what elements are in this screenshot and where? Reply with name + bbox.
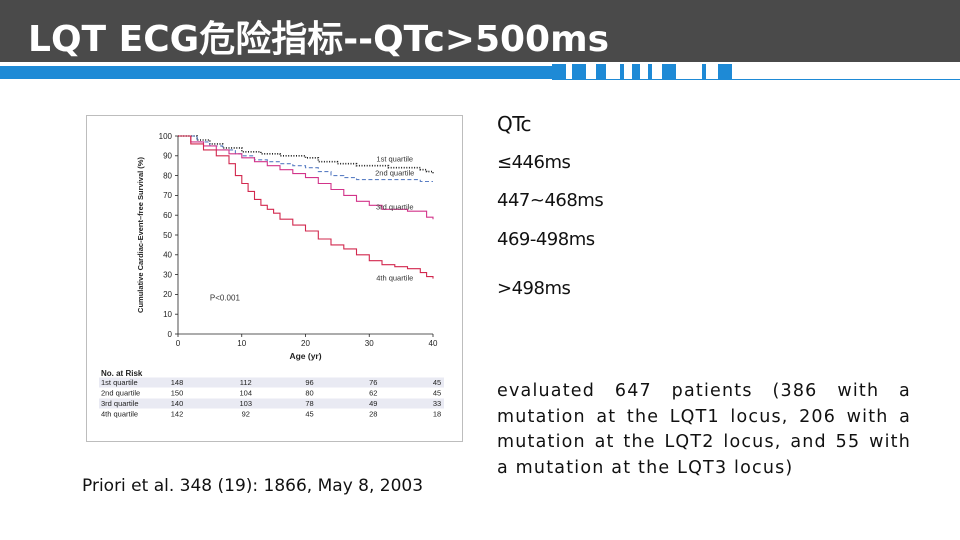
at-risk-row-band [99,377,444,388]
stripe-segment [572,64,586,80]
y-tick-label: 100 [159,132,173,141]
citation: Priori et al. 348 (19): 1866, May 8, 200… [82,476,424,496]
at-risk-value: 80 [305,389,313,398]
at-risk-value: 78 [305,399,313,408]
at-risk-value: 104 [239,389,252,398]
stripe-segment [718,64,732,80]
at-risk-row-label: 2nd quartile [101,389,140,398]
series-label-3: 3rd quartile [376,202,414,211]
x-tick-label: 0 [176,339,181,348]
at-risk-value: 150 [171,389,184,398]
series-line-4 [178,135,434,279]
y-tick-label: 50 [163,231,172,240]
at-risk-heading: No. at Risk [101,369,143,378]
at-risk-value: 142 [171,410,184,419]
study-description: evaluated 647 patients (386 with a mutat… [497,381,911,478]
slide-title: LQT ECG危险指标--QTc>500ms [28,19,610,60]
stripe-segment [648,64,652,80]
qtc-range-3: 469-498ms [497,229,595,250]
at-risk-value: 28 [369,410,377,419]
title-bar: LQT ECG危险指标--QTc>500ms [0,0,960,62]
at-risk-value: 18 [433,410,441,419]
stripe-line [552,79,960,80]
at-risk-value: 148 [171,378,184,387]
at-risk-value: 33 [433,399,441,408]
accent-stripe-segments [552,64,960,80]
x-tick-label: 10 [237,339,246,348]
x-axis-title: Age (yr) [289,351,321,361]
y-tick-label: 0 [168,330,173,339]
at-risk-value: 45 [305,410,313,419]
at-risk-value: 112 [240,378,252,387]
stripe-segment [620,64,624,80]
at-risk-row-label: 4th quartile [101,410,138,419]
at-risk-value: 45 [433,378,441,387]
stripe-segment [552,64,566,80]
at-risk-value: 140 [171,399,184,408]
y-tick-label: 80 [163,171,172,180]
y-tick-label: 60 [163,211,172,220]
series-line-3 [178,135,434,220]
chart-axes: 0 10 20 30 40 0 10 20 30 40 50 60 70 80 90 100 [159,132,438,348]
stripe-segment [662,64,676,80]
y-tick-label: 20 [163,290,172,299]
at-risk-row-label: 1st quartile [101,378,138,387]
y-tick-label: 70 [163,191,172,200]
qtc-range-4: >498ms [497,278,571,299]
y-tick-label: 10 [163,310,172,319]
series-label-4: 4th quartile [376,274,413,283]
at-risk-row-label: 3rd quartile [101,399,139,408]
qtc-range-1: ≤446ms [497,152,571,173]
at-risk-row-band [99,398,444,409]
accent-stripe [0,66,552,79]
at-risk-value: 62 [369,389,377,398]
x-tick-label: 30 [365,339,374,348]
y-tick-label: 90 [163,152,172,161]
series-label-2: 2nd quartile [375,169,414,178]
qtc-range-2: 447~468ms [497,190,604,211]
x-tick-label: 40 [429,339,438,348]
x-tick-label: 20 [301,339,310,348]
at-risk-value: 76 [369,378,377,387]
series-label-1: 1st quartile [376,155,413,164]
y-tick-label: 40 [163,251,172,260]
y-axis-title: Cumulative Cardiac-Event–free Survival (… [136,157,145,313]
series-line-1 [178,135,434,174]
chart-labels: Age (yr) Cumulative Cardiac-Event–free Su… [136,155,414,361]
at-risk-value: 103 [239,399,252,408]
stripe-segment [632,64,640,80]
at-risk-value: 49 [369,399,377,408]
survival-chart: 0 10 20 30 40 0 10 20 30 40 50 60 70 80 90 100 Age (yr)… [99,132,444,419]
figure-frame: 0 10 20 30 40 0 10 20 30 40 50 60 70 80 90 100 Age (yr)… [86,115,463,442]
chart-curves [178,135,434,279]
p-value-annotation: P<0.001 [210,293,241,302]
y-tick-label: 30 [163,270,172,279]
stripe-segment [702,64,706,80]
at-risk-value: 45 [433,389,441,398]
at-risk-value: 92 [242,410,250,419]
stripe-segment [596,64,606,80]
at-risk-value: 96 [305,378,313,387]
qtc-heading: QTc [497,112,532,136]
